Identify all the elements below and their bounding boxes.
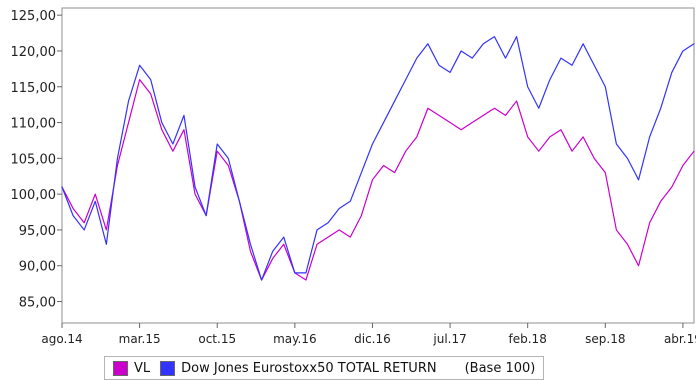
x-tick-label: ago.14: [41, 332, 82, 346]
plot-area: [61, 7, 695, 324]
x-tick-label: feb.18: [509, 332, 547, 346]
x-tick-label: abr.19: [664, 332, 696, 346]
x-tick-label: dic.16: [354, 332, 391, 346]
y-tick-label: 110,00: [11, 117, 57, 132]
y-tick-label: 115,00: [11, 81, 57, 96]
legend-item-vl: VL: [113, 360, 151, 376]
x-tick-label: sep.18: [585, 332, 625, 346]
y-tick-label: 105,00: [11, 152, 57, 167]
legend-label-eurostoxx: Dow Jones Eurostoxx50 TOTAL RETURN: [181, 360, 437, 376]
y-tick-label: 125,00: [11, 9, 57, 24]
legend-swatch-vl: [113, 360, 128, 376]
chart-legend: VL Dow Jones Eurostoxx50 TOTAL RETURN (B…: [104, 356, 545, 380]
series-line-0: [61, 78, 695, 281]
x-tick-label: oct.15: [198, 332, 236, 346]
x-tick-label: mar.15: [119, 332, 161, 346]
y-tick-label: 100,00: [11, 188, 57, 203]
legend-item-eurostoxx: Dow Jones Eurostoxx50 TOTAL RETURN: [160, 360, 437, 376]
y-tick-label: 120,00: [11, 45, 57, 60]
x-tick-label: may.16: [273, 332, 317, 346]
legend-note: (Base 100): [464, 360, 536, 376]
series-line-1: [61, 36, 695, 281]
legend-swatch-eurostoxx: [160, 360, 176, 376]
y-tick-label: 95,00: [19, 224, 56, 239]
y-tick-label: 90,00: [19, 260, 56, 275]
y-tick-label: 85,00: [19, 296, 56, 311]
x-tick-label: jul.17: [432, 332, 466, 346]
legend-label-vl: VL: [134, 360, 151, 376]
